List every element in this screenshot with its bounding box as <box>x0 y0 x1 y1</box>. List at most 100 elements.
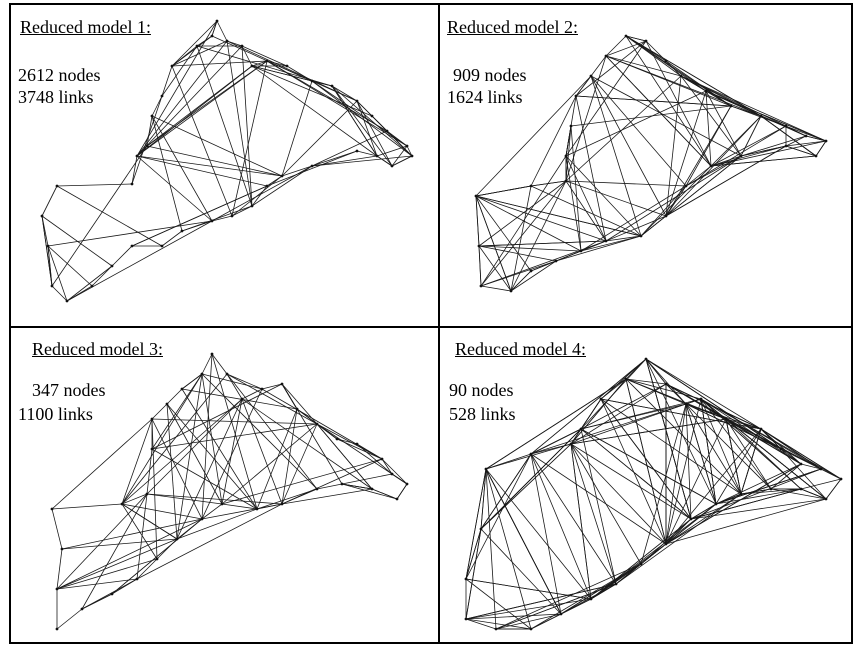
network-link <box>640 403 687 565</box>
network-node <box>80 607 84 611</box>
network-link <box>665 498 827 545</box>
network-link <box>151 448 258 510</box>
network-link <box>530 453 592 600</box>
network-link <box>475 195 582 252</box>
network-node <box>639 562 643 566</box>
network-node <box>310 164 314 168</box>
network-node <box>624 34 628 38</box>
network-link <box>495 563 642 630</box>
network-node <box>589 74 593 78</box>
network-link <box>356 100 378 157</box>
network-link <box>161 45 198 97</box>
network-node <box>569 124 573 128</box>
network-link <box>221 458 383 505</box>
network-node <box>804 134 808 138</box>
network-link <box>211 215 233 222</box>
network-node <box>759 427 763 431</box>
network-link <box>136 40 228 157</box>
network-link <box>316 423 373 490</box>
network-node <box>689 517 693 521</box>
network-link <box>221 398 243 505</box>
network-link <box>725 418 802 490</box>
network-link <box>565 125 572 157</box>
network-link <box>705 90 742 157</box>
network-link <box>241 45 288 67</box>
network-link <box>151 418 158 560</box>
network-link <box>480 468 487 530</box>
network-link <box>740 115 762 157</box>
network-link <box>281 423 318 505</box>
network-link <box>181 388 298 410</box>
network-node <box>280 382 284 386</box>
network-graph <box>40 19 414 303</box>
network-link <box>785 140 827 147</box>
network-link <box>226 373 318 425</box>
network-link <box>341 483 373 490</box>
network-graph <box>50 352 409 631</box>
network-link <box>785 145 817 157</box>
network-node <box>280 502 284 506</box>
network-link <box>121 493 148 505</box>
network-link <box>465 618 532 630</box>
network-node <box>195 44 199 48</box>
network-link <box>251 65 313 82</box>
network-link <box>331 85 378 157</box>
network-node <box>210 219 214 223</box>
network-link <box>196 45 253 207</box>
network-link <box>645 358 762 430</box>
network-link <box>391 155 413 167</box>
network-link <box>261 388 383 460</box>
network-link <box>231 205 253 217</box>
network-link <box>600 358 647 400</box>
network-node <box>664 59 668 63</box>
network-link <box>485 468 562 615</box>
network-link <box>580 428 617 585</box>
network-link <box>201 373 223 505</box>
network-link <box>241 45 253 67</box>
network-link <box>565 180 687 187</box>
network-link <box>281 100 358 177</box>
network-node <box>250 204 254 208</box>
network-link <box>56 558 158 590</box>
network-link <box>645 358 692 520</box>
network-link <box>341 473 393 485</box>
network-link <box>151 383 283 450</box>
network-link <box>201 503 223 520</box>
network-link <box>311 80 413 157</box>
network-node <box>155 557 159 561</box>
network-node <box>55 627 59 631</box>
network-node <box>477 244 481 248</box>
network-link <box>580 185 687 252</box>
network-link <box>131 185 268 247</box>
network-link <box>815 140 827 157</box>
link-count: 3748 links <box>18 87 94 107</box>
network-node <box>599 397 603 401</box>
network-link <box>131 155 138 185</box>
network-link <box>760 428 842 480</box>
network-link <box>281 458 383 505</box>
network-link <box>41 185 58 217</box>
network-node <box>739 154 743 158</box>
network-link <box>478 245 557 262</box>
network-link <box>111 518 203 595</box>
network-node <box>479 527 483 531</box>
network-link <box>640 115 762 237</box>
network-link <box>665 403 687 545</box>
network-link <box>41 215 53 287</box>
network-node <box>484 467 488 471</box>
network-link <box>570 403 687 445</box>
network-link <box>51 285 68 302</box>
network-link <box>605 235 642 242</box>
network-node <box>509 289 513 293</box>
network-node <box>315 487 319 491</box>
network-link <box>256 408 298 510</box>
network-link <box>391 473 408 485</box>
network-link <box>480 260 557 287</box>
network-link <box>176 398 243 540</box>
network-link <box>530 453 617 585</box>
network-link <box>570 443 617 585</box>
network-link <box>575 40 647 97</box>
network-link <box>331 85 358 102</box>
node-count: 909 nodes <box>453 65 527 85</box>
network-link <box>475 195 480 247</box>
